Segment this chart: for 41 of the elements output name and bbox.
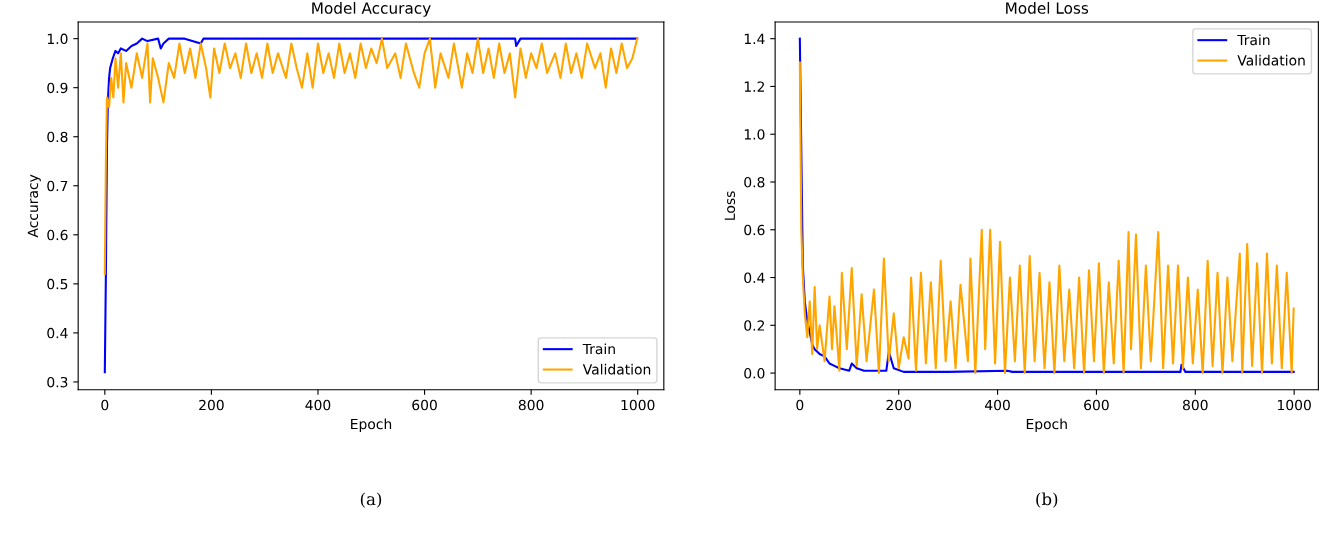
y-tick-label: 0.6 (47, 229, 68, 241)
y-tick-label: 0.2 (744, 320, 765, 331)
x-axis-title: Epoch (1026, 418, 1067, 432)
y-tick-label: 0.0 (744, 368, 765, 379)
x-tick-label: 0 (101, 399, 109, 411)
y-tick-label: 0.3 (47, 376, 68, 388)
y-axis-title: Accuracy (27, 174, 41, 238)
x-tick-label: 800 (518, 399, 544, 411)
x-axis-title: Epoch (351, 418, 392, 432)
legend-label: Validation (1237, 54, 1305, 66)
y-tick-label: 0.6 (744, 224, 765, 236)
y-tick-label: 0.7 (47, 180, 68, 192)
y-tick-label: 0.4 (744, 272, 765, 283)
legend-label: Train (582, 343, 615, 355)
y-tick-label: 1.4 (744, 33, 765, 44)
text: (b) (1036, 492, 1058, 508)
text: (a) (360, 492, 382, 508)
x-tick-label: 200 (199, 399, 224, 411)
x-tick-label: 1000 (621, 399, 655, 411)
y-tick-label: 0.9 (47, 82, 68, 94)
y-tick-label: 0.8 (47, 131, 68, 143)
x-tick-label: 600 (1084, 399, 1109, 411)
chart-title: Model Loss (1006, 2, 1089, 14)
y-tick-label: 1.0 (47, 33, 68, 45)
x-tick-label: 1000 (1278, 399, 1311, 411)
chart-title: Model Accuracy (312, 2, 431, 17)
x-tick-label: 800 (1182, 399, 1208, 411)
y-tick-label: 0.4 (47, 327, 68, 339)
line-series (103, 37, 639, 276)
y-axis-title: Loss (724, 191, 736, 220)
x-tick-label: 400 (984, 399, 1010, 411)
y-tick-label: 1.2 (744, 81, 765, 92)
x-tick-label: 400 (305, 399, 331, 411)
y-tick-label: 0.8 (744, 176, 765, 188)
x-tick-label: 200 (886, 399, 912, 411)
y-tick-label: 1.0 (744, 129, 765, 140)
legend-label: Validation (582, 363, 651, 375)
x-tick-label: 600 (412, 399, 437, 411)
x-tick-label: 0 (796, 399, 804, 411)
y-tick-label: 0.5 (47, 278, 68, 290)
legend-label: Train (1237, 34, 1270, 46)
